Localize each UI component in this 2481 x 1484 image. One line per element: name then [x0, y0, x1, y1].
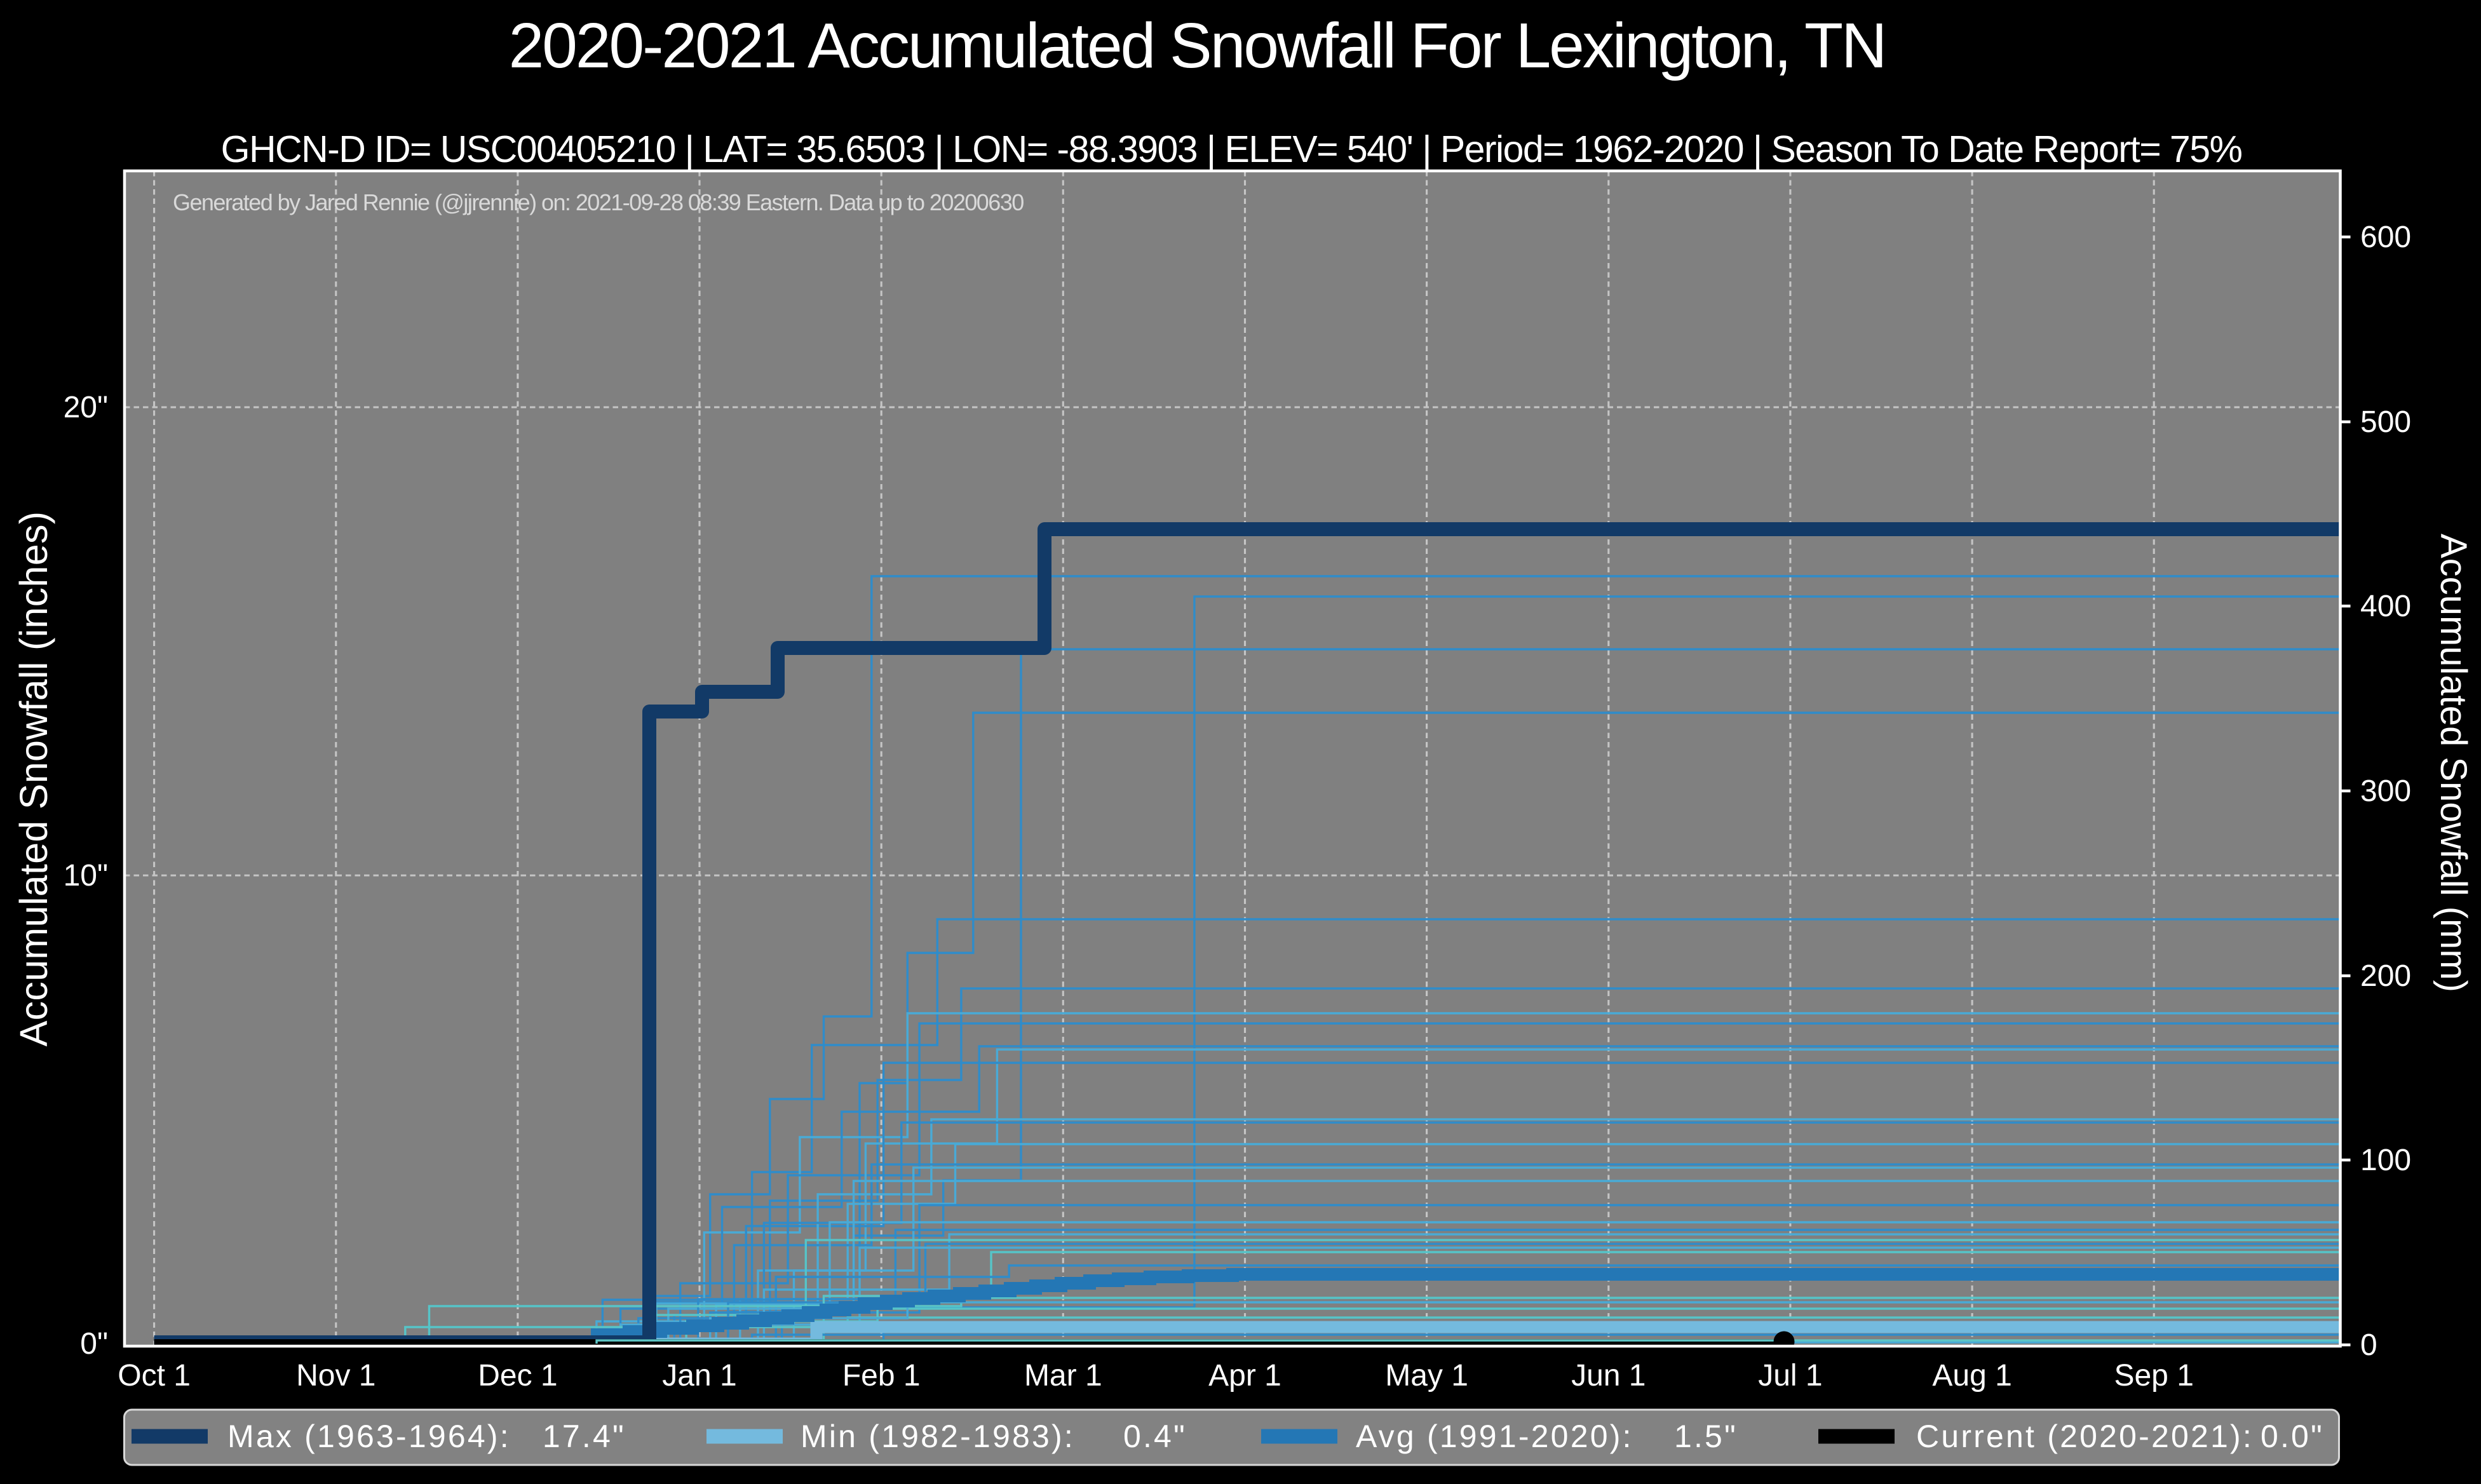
svg-text:Jul 1: Jul 1: [1758, 1359, 1822, 1393]
svg-text:Mar 1: Mar 1: [1024, 1359, 1102, 1393]
svg-text:Accumulated Snowfall (inches): Accumulated Snowfall (inches): [12, 511, 55, 1047]
svg-text:Jun 1: Jun 1: [1571, 1359, 1646, 1393]
svg-text:500: 500: [2360, 405, 2411, 439]
svg-text:Aug 1: Aug 1: [1932, 1359, 2011, 1393]
svg-text:0.4": 0.4": [1123, 1419, 1187, 1454]
svg-text:Dec 1: Dec 1: [478, 1359, 557, 1393]
svg-text:0.0": 0.0": [2261, 1419, 2324, 1454]
svg-text:Generated by Jared Rennie (@jj: Generated by Jared Rennie (@jjrennie) on…: [173, 189, 1024, 215]
svg-text:200: 200: [2360, 959, 2411, 993]
svg-text:GHCN-D ID= USC00405210 | LAT=: GHCN-D ID= USC00405210 | LAT= 35.6503 | …: [221, 128, 2242, 170]
svg-text:Oct 1: Oct 1: [118, 1359, 191, 1393]
svg-text:600: 600: [2360, 220, 2411, 254]
svg-text:0": 0": [80, 1327, 108, 1361]
svg-text:May 1: May 1: [1385, 1359, 1468, 1393]
svg-text:Jan 1: Jan 1: [662, 1359, 736, 1393]
svg-text:20": 20": [64, 391, 108, 424]
svg-text:400: 400: [2360, 590, 2411, 623]
svg-text:2020-2021 Accumulated Snowfall: 2020-2021 Accumulated Snowfall For Lexin…: [509, 10, 1886, 81]
svg-text:Max (1963-1964):: Max (1963-1964):: [227, 1419, 511, 1454]
svg-text:Min (1982-1983):: Min (1982-1983):: [801, 1419, 1075, 1454]
svg-text:Sep 1: Sep 1: [2114, 1359, 2193, 1393]
svg-text:1.5": 1.5": [1674, 1419, 1738, 1454]
svg-text:17.4": 17.4": [543, 1419, 626, 1454]
svg-text:10": 10": [64, 859, 108, 893]
svg-text:Avg (1991-2020):: Avg (1991-2020):: [1356, 1419, 1633, 1454]
svg-text:Accumulated Snowfall (mm): Accumulated Snowfall (mm): [2433, 534, 2474, 992]
svg-text:Feb 1: Feb 1: [842, 1359, 921, 1393]
svg-text:0: 0: [2360, 1328, 2377, 1362]
svg-text:300: 300: [2360, 774, 2411, 808]
svg-text:100: 100: [2360, 1143, 2411, 1177]
svg-text:Nov 1: Nov 1: [296, 1359, 375, 1393]
svg-text:Apr 1: Apr 1: [1208, 1359, 1281, 1393]
svg-text:Current (2020-2021):: Current (2020-2021):: [1916, 1419, 2254, 1454]
